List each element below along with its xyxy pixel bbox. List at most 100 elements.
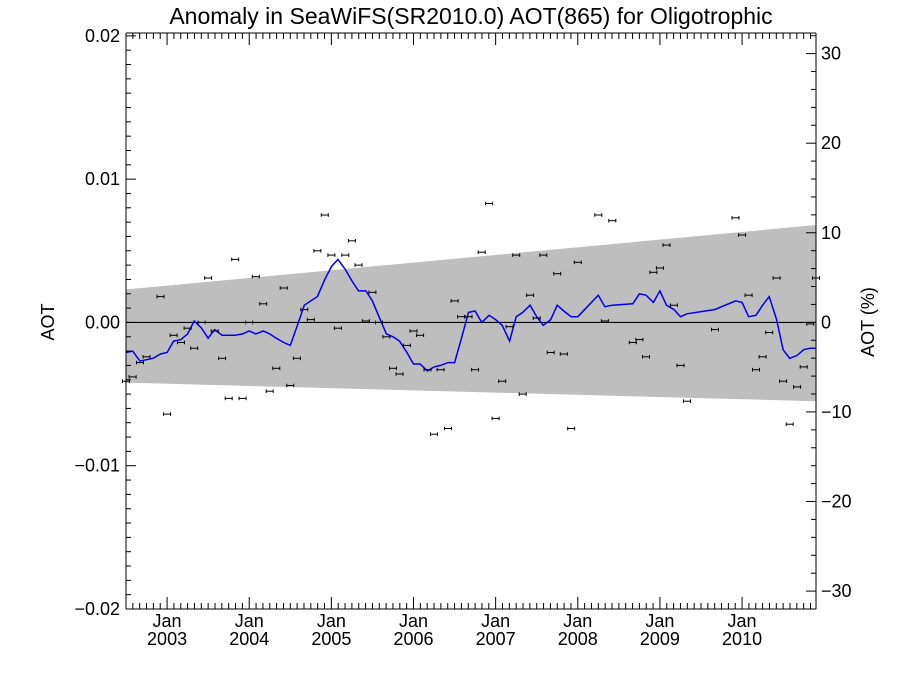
data-point [752, 367, 760, 372]
y2-tick-label: 30 [821, 44, 841, 64]
data-point [567, 426, 576, 431]
data-point [785, 422, 794, 427]
y2-tick-label: −10 [821, 402, 852, 422]
data-point [402, 343, 411, 348]
data-point [512, 253, 521, 257]
y2-axis-title: AOT (%) [858, 287, 878, 357]
x-tick-label-year: 2007 [476, 629, 516, 649]
data-point [259, 301, 268, 306]
data-point [642, 354, 650, 359]
x-tick-label-year: 2009 [640, 629, 680, 649]
data-point [669, 303, 678, 308]
data-point [300, 307, 309, 312]
x-tick-label-month: Jan [481, 611, 510, 631]
y-tick-label: −0.02 [74, 599, 120, 619]
data-point [163, 412, 172, 416]
data-point [793, 385, 802, 389]
data-point [204, 276, 213, 280]
data-points-layer [122, 201, 820, 437]
data-point [450, 299, 459, 303]
data-point [210, 329, 219, 333]
confidence-band [126, 225, 816, 402]
chart-title: Anomaly in SeaWiFS(SR2010.0) AOT(865) fo… [169, 3, 772, 29]
data-point [662, 243, 671, 247]
data-point [238, 396, 247, 401]
data-point [532, 316, 541, 320]
x-tick-label-month: Jan [645, 611, 674, 631]
x-tick-label-month: Jan [235, 611, 264, 631]
data-point [608, 218, 617, 223]
data-point [444, 426, 452, 431]
data-point [183, 326, 192, 331]
data-point [655, 266, 664, 270]
data-point [375, 320, 383, 325]
data-point [218, 356, 227, 361]
data-point [177, 340, 185, 345]
data-point [190, 346, 199, 351]
data-point [799, 365, 808, 369]
data-point [744, 293, 753, 298]
data-point [573, 260, 582, 265]
data-point [553, 271, 562, 276]
data-point [758, 354, 767, 359]
data-point [389, 366, 397, 371]
series-line [125, 258, 816, 373]
data-point [169, 333, 178, 338]
data-point [245, 320, 254, 325]
data-point [477, 250, 486, 254]
y2-tick-label: 10 [821, 223, 841, 243]
y-tick-label: −0.01 [74, 456, 120, 476]
data-point [156, 294, 165, 299]
data-point [600, 319, 609, 323]
data-point [765, 330, 774, 335]
data-point [231, 257, 240, 262]
data-point [738, 233, 747, 237]
data-point [136, 360, 144, 365]
data-point [594, 213, 603, 217]
data-point [436, 367, 445, 372]
x-tick-label-year: 2008 [558, 629, 598, 649]
y-tick-label: 0.00 [85, 312, 120, 332]
data-point [711, 327, 719, 332]
x-tick-label-month: Jan [563, 611, 592, 631]
data-point [731, 216, 740, 220]
data-point [251, 274, 260, 279]
x-tick-label-year: 2010 [722, 629, 762, 649]
data-point [368, 290, 377, 295]
y-tick-label: 0.02 [85, 26, 120, 46]
y2-tick-label: 20 [821, 133, 841, 153]
data-point [341, 253, 350, 257]
data-point [505, 324, 514, 329]
data-point [313, 249, 322, 253]
x-tick-label-year: 2005 [311, 629, 351, 649]
x-tick-label-year: 2003 [147, 629, 187, 649]
data-point [518, 392, 527, 396]
x-tick-label-month: Jan [728, 611, 757, 631]
data-point [779, 379, 788, 384]
data-point [423, 367, 432, 372]
x-tick-label-month: Jan [317, 611, 346, 631]
data-point [649, 270, 658, 275]
data-point [272, 366, 281, 371]
y2-tick-label: −30 [821, 581, 852, 601]
data-point [464, 314, 473, 319]
data-point [772, 276, 781, 280]
data-point [559, 352, 568, 356]
data-point [526, 293, 535, 298]
data-point [361, 319, 370, 323]
data-point [306, 317, 315, 322]
data-point [395, 372, 404, 376]
data-point [265, 389, 274, 394]
data-point [471, 367, 480, 372]
confidence-band-layer [126, 225, 816, 402]
data-point [333, 326, 342, 331]
data-point [197, 320, 206, 325]
data-point [292, 356, 301, 361]
data-point [382, 334, 391, 339]
x-tick-label-month: Jan [399, 611, 428, 631]
data-point [142, 354, 151, 359]
y-tick-label: 0.01 [85, 169, 120, 189]
data-point [128, 375, 137, 379]
data-point [286, 383, 295, 388]
